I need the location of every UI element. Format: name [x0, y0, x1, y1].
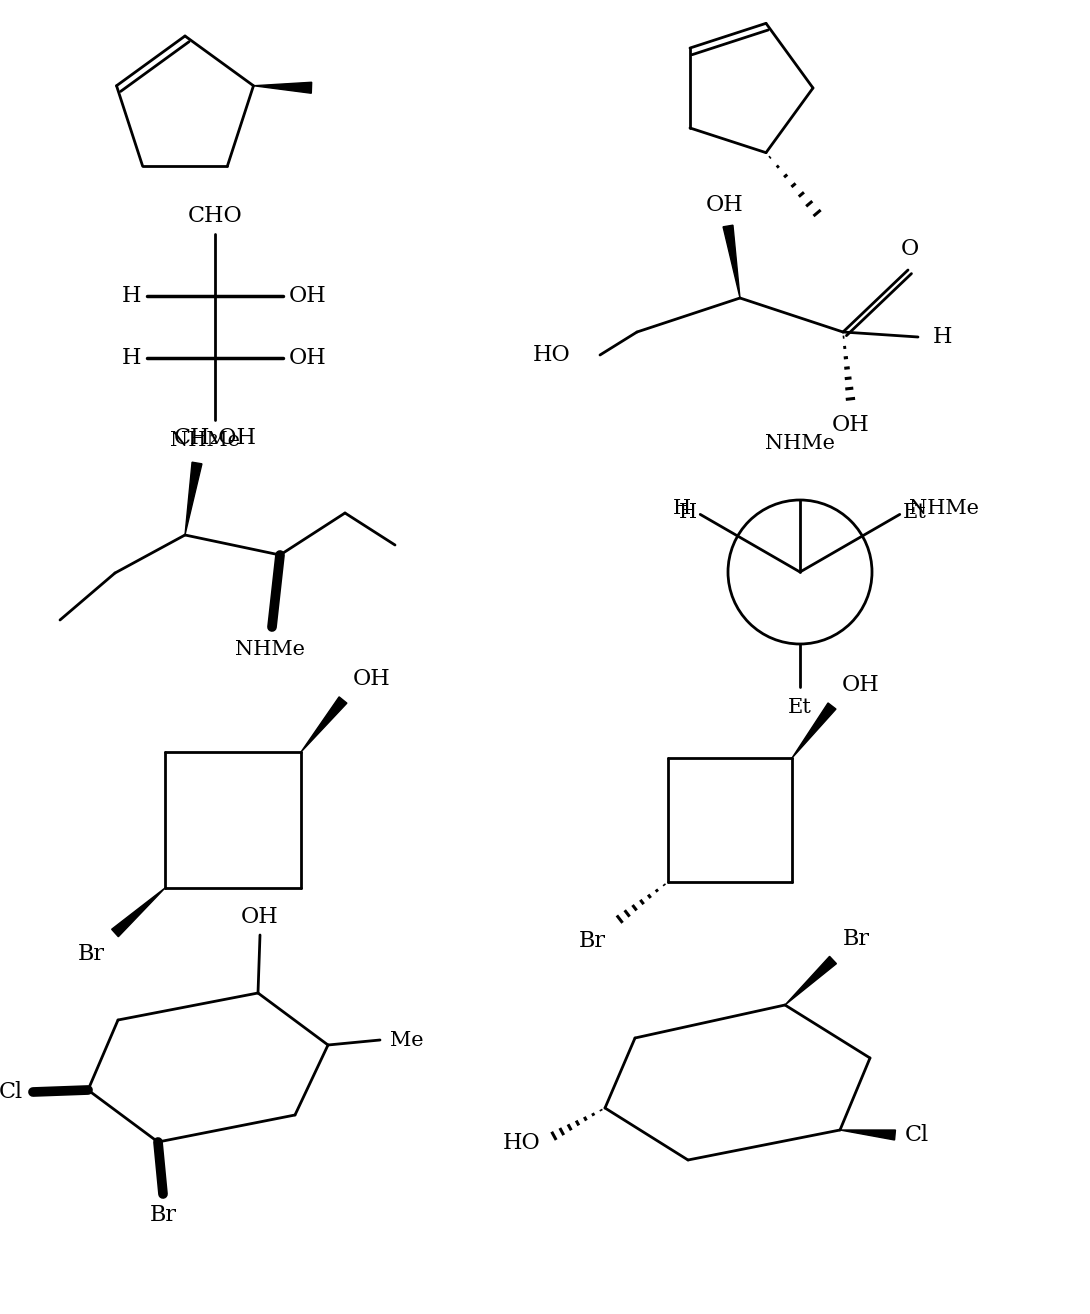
Text: NHMe: NHMe: [235, 640, 305, 660]
Polygon shape: [111, 888, 165, 937]
Polygon shape: [792, 703, 836, 758]
Text: Br: Br: [149, 1204, 177, 1226]
Text: H: H: [933, 326, 953, 348]
Text: CH₂OH: CH₂OH: [173, 427, 256, 449]
Polygon shape: [301, 696, 347, 752]
Polygon shape: [254, 83, 312, 93]
Text: Cl: Cl: [0, 1081, 23, 1102]
Polygon shape: [785, 957, 836, 1005]
Text: NHMe: NHMe: [170, 431, 240, 449]
Polygon shape: [840, 1130, 896, 1141]
Text: OH: OH: [289, 347, 327, 369]
Text: Et: Et: [788, 698, 812, 717]
Text: OH: OH: [841, 674, 880, 696]
Text: Br: Br: [78, 943, 105, 964]
Text: OH: OH: [832, 414, 870, 436]
Text: OH: OH: [241, 905, 279, 928]
Text: Cl: Cl: [905, 1123, 929, 1146]
Text: H: H: [121, 347, 141, 369]
Text: HO: HO: [532, 344, 570, 367]
Text: HO: HO: [502, 1131, 540, 1154]
Text: OH: OH: [353, 668, 390, 690]
Text: CHO: CHO: [187, 205, 242, 227]
Text: H: H: [679, 503, 698, 522]
Text: H: H: [121, 285, 141, 307]
Text: OH: OH: [706, 194, 743, 215]
Text: H: H: [673, 499, 691, 519]
Text: O: O: [900, 238, 919, 260]
Polygon shape: [723, 225, 740, 298]
Text: NHMe: NHMe: [909, 499, 979, 519]
Text: Br: Br: [579, 930, 606, 953]
Text: NHMe: NHMe: [765, 434, 835, 453]
Text: OH: OH: [289, 285, 327, 307]
Text: Me: Me: [390, 1030, 424, 1050]
Polygon shape: [185, 463, 202, 535]
Text: Et: Et: [903, 503, 926, 522]
Text: Br: Br: [843, 928, 870, 950]
